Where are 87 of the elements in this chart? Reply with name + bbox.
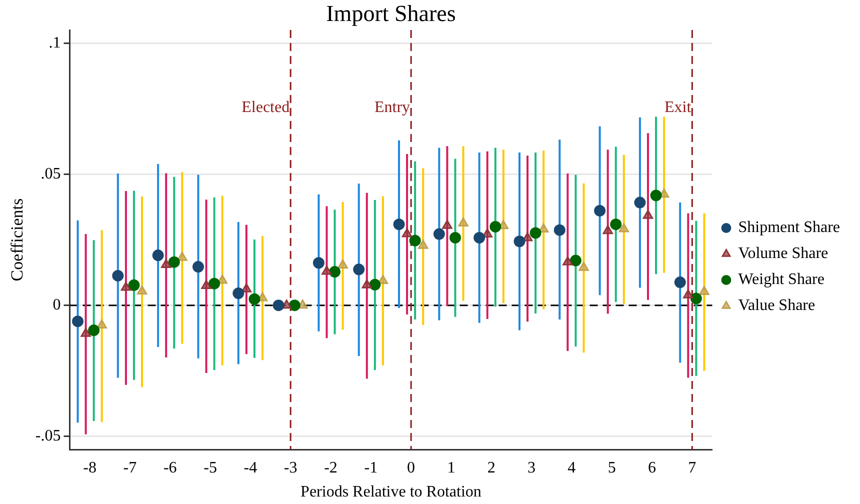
- x-tick-label: -6: [163, 459, 177, 476]
- point: [329, 266, 341, 278]
- point: [433, 228, 445, 240]
- point: [634, 196, 646, 208]
- point: [393, 218, 405, 230]
- legend-label: Value Share: [738, 297, 816, 314]
- point: [482, 228, 492, 238]
- point: [322, 266, 332, 275]
- point: [402, 228, 412, 238]
- point: [449, 232, 461, 244]
- point: [699, 286, 710, 295]
- point: [241, 283, 252, 292]
- point: [474, 232, 486, 244]
- point: [690, 292, 702, 304]
- y-tick-label: .1: [48, 34, 61, 52]
- y-tick-label: -.05: [35, 428, 61, 445]
- x-tick-label: 1: [447, 459, 456, 476]
- point: [458, 218, 468, 227]
- point: [369, 278, 381, 290]
- point: [683, 289, 694, 298]
- point: [272, 300, 284, 312]
- x-tick-label: 3: [528, 459, 536, 476]
- point: [618, 223, 629, 232]
- x-tick-label: -7: [123, 459, 137, 476]
- point: [353, 264, 365, 276]
- point: [562, 256, 573, 266]
- point: [490, 220, 502, 232]
- legend-label: Weight Share: [738, 271, 824, 288]
- point: [88, 324, 100, 336]
- point: [642, 210, 654, 219]
- ref-line-label: Entry: [374, 99, 410, 116]
- x-tick-label: -4: [244, 459, 258, 476]
- x-tick-label: 4: [568, 459, 576, 476]
- point: [168, 256, 180, 268]
- point: [177, 252, 188, 261]
- point: [136, 285, 148, 294]
- point: [72, 316, 84, 328]
- point: [554, 224, 566, 236]
- x-tick-label: -3: [284, 459, 298, 476]
- x-tick-label: 0: [407, 459, 416, 476]
- x-tick-label: -2: [324, 459, 338, 476]
- ref-line-label: Elected: [242, 99, 290, 116]
- point: [362, 279, 372, 288]
- legend-label: Volume Share: [738, 245, 828, 262]
- chart-title: Import Shares: [326, 1, 456, 26]
- point: [650, 190, 662, 202]
- point: [120, 282, 132, 291]
- point: [96, 320, 107, 329]
- point: [538, 224, 549, 233]
- point: [442, 220, 452, 229]
- point: [161, 258, 172, 268]
- x-tick-label: -1: [364, 459, 378, 476]
- point: [312, 257, 324, 269]
- point: [232, 288, 244, 300]
- point: [80, 328, 91, 337]
- point: [338, 259, 348, 268]
- y-axis-title: Coefficients: [8, 198, 27, 282]
- x-tick-label: 5: [608, 459, 616, 476]
- x-tick-label: 6: [648, 459, 656, 476]
- y-tick-label: .05: [40, 165, 61, 182]
- x-tick-label: 2: [487, 459, 496, 476]
- x-tick-label: 7: [688, 459, 696, 476]
- point: [378, 274, 388, 284]
- x-tick-label: -8: [83, 459, 96, 476]
- point: [201, 280, 212, 289]
- legend-label: Shipment Share: [738, 219, 840, 236]
- y-tick-label: 0: [52, 296, 61, 314]
- point: [530, 227, 542, 239]
- point: [610, 218, 622, 230]
- x-tick-label: -5: [204, 459, 217, 476]
- point: [208, 278, 220, 290]
- point: [128, 279, 140, 291]
- point: [674, 276, 686, 288]
- point: [578, 262, 589, 271]
- point: [418, 240, 428, 249]
- point: [594, 204, 606, 216]
- point: [248, 293, 260, 305]
- point: [602, 225, 613, 234]
- point: [192, 261, 204, 273]
- point: [112, 270, 124, 282]
- point: [152, 250, 164, 262]
- point: [570, 254, 582, 266]
- x-axis-title: Periods Relative to Rotation: [300, 484, 482, 501]
- point: [514, 236, 526, 248]
- ref-line-label: Exit: [664, 99, 692, 116]
- point: [288, 300, 300, 312]
- point: [409, 234, 421, 246]
